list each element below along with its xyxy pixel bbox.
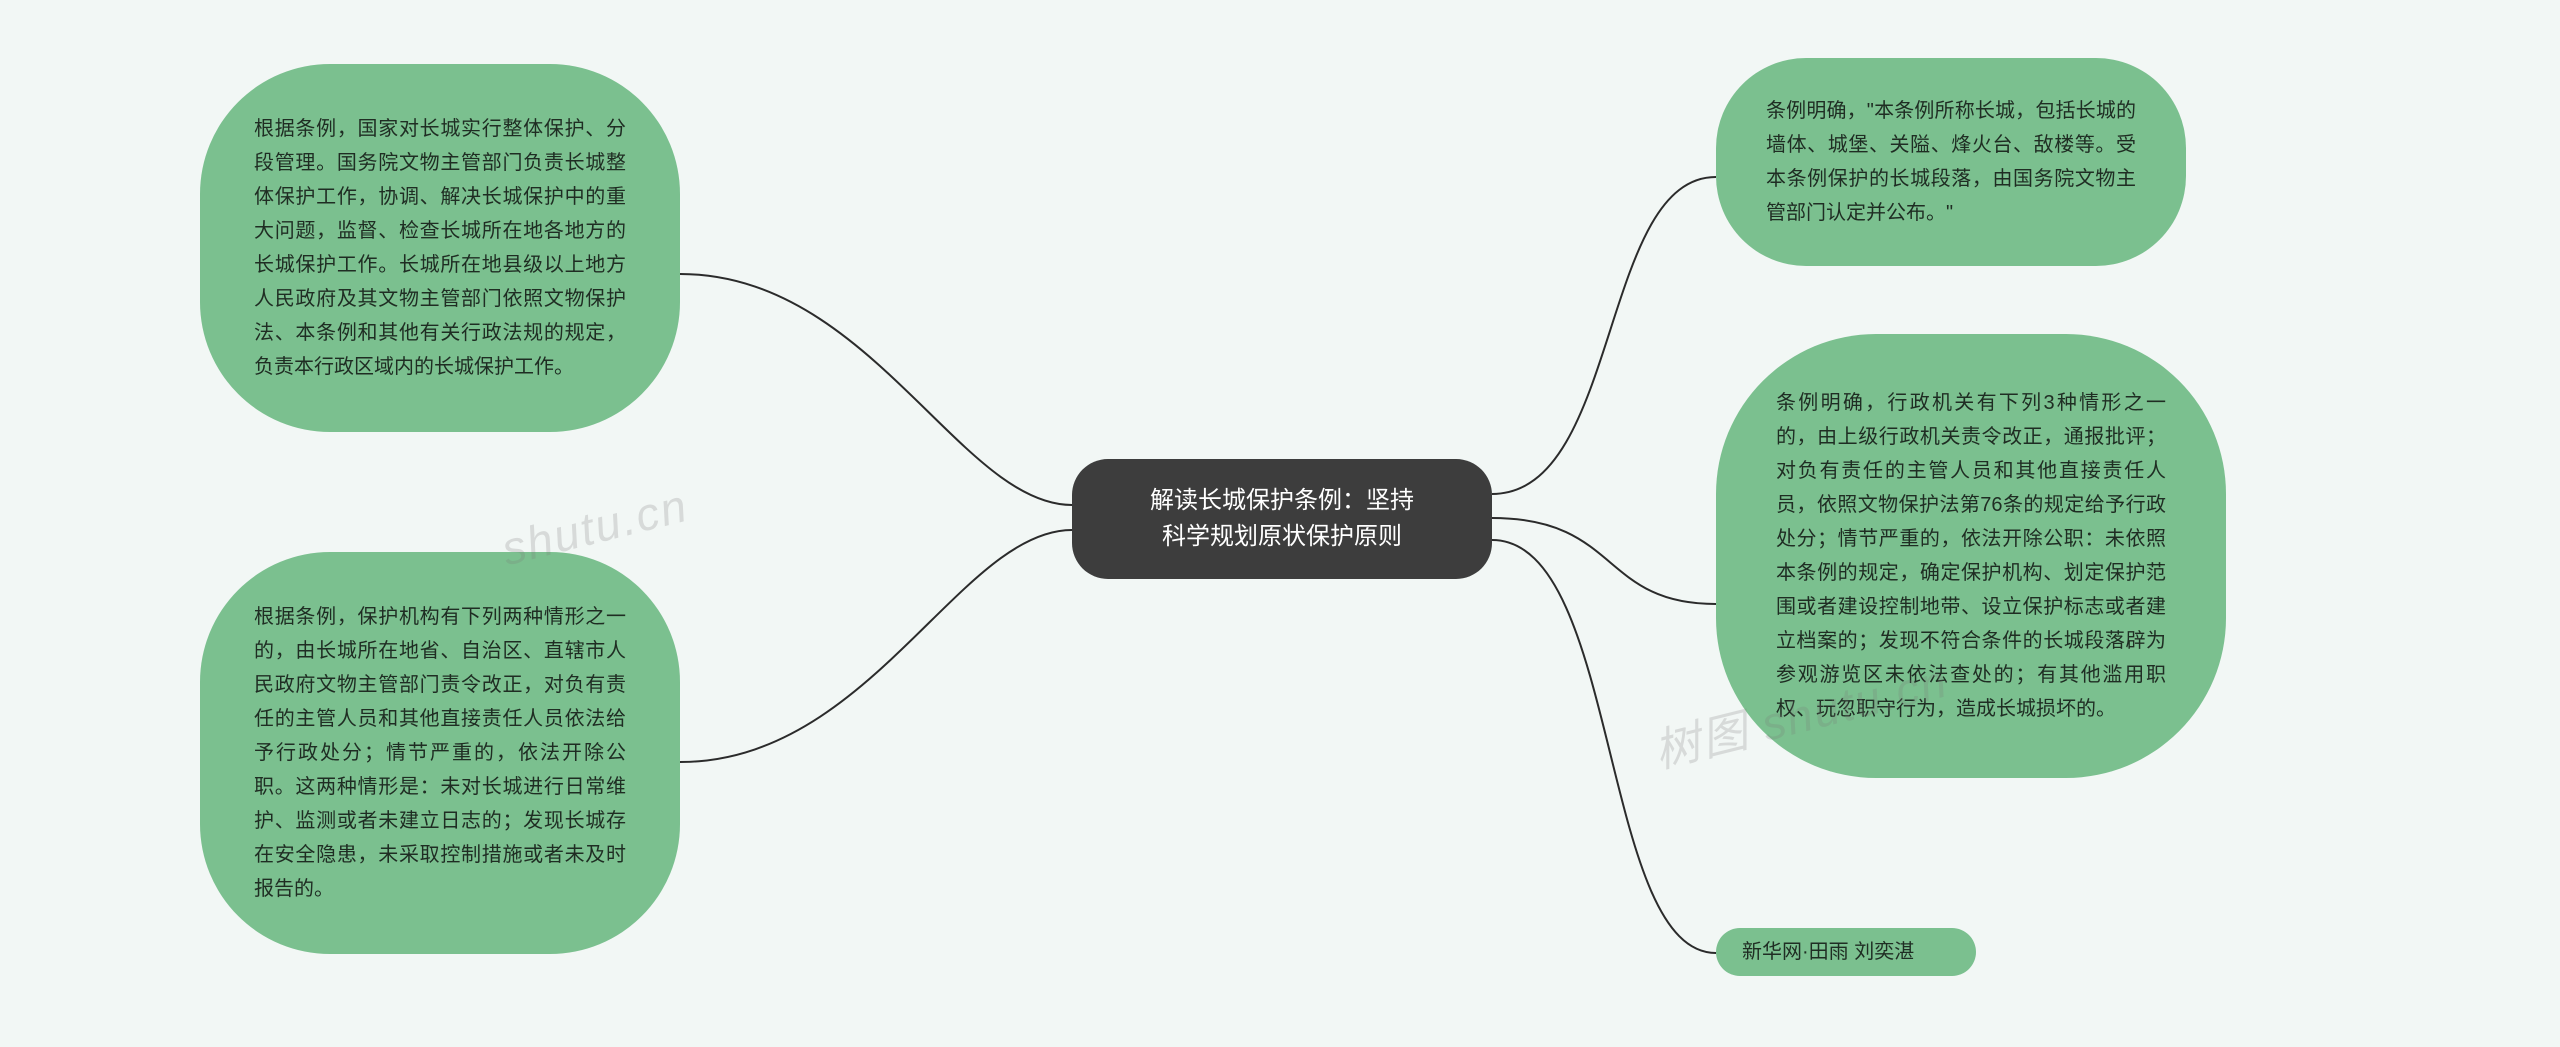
edge <box>1492 540 1716 953</box>
node-top-right: 条例明确，"本条例所称长城，包括长城的墙体、城堡、关隘、烽火台、敌楼等。受本条例… <box>1716 58 2186 266</box>
center-node: 解读长城保护条例：坚持 科学规划原状保护原则 <box>1072 459 1492 579</box>
edge <box>1492 518 1716 604</box>
edge <box>680 274 1072 505</box>
node-bottom-right: 新华网·田雨 刘奕湛 <box>1716 928 1976 976</box>
center-line1: 解读长城保护条例：坚持 <box>1112 483 1452 519</box>
edge <box>1492 177 1716 494</box>
node-bottom-left: 根据条例，保护机构有下列两种情形之一的，由长城所在地省、自治区、直辖市人民政府文… <box>200 552 680 954</box>
node-top-left: 根据条例，国家对长城实行整体保护、分段管理。国务院文物主管部门负责长城整体保护工… <box>200 64 680 432</box>
center-line2: 科学规划原状保护原则 <box>1112 519 1452 555</box>
edge <box>680 530 1072 762</box>
node-mid-right: 条例明确，行政机关有下列3种情形之一的，由上级行政机关责令改正，通报批评；对负有… <box>1716 334 2226 778</box>
